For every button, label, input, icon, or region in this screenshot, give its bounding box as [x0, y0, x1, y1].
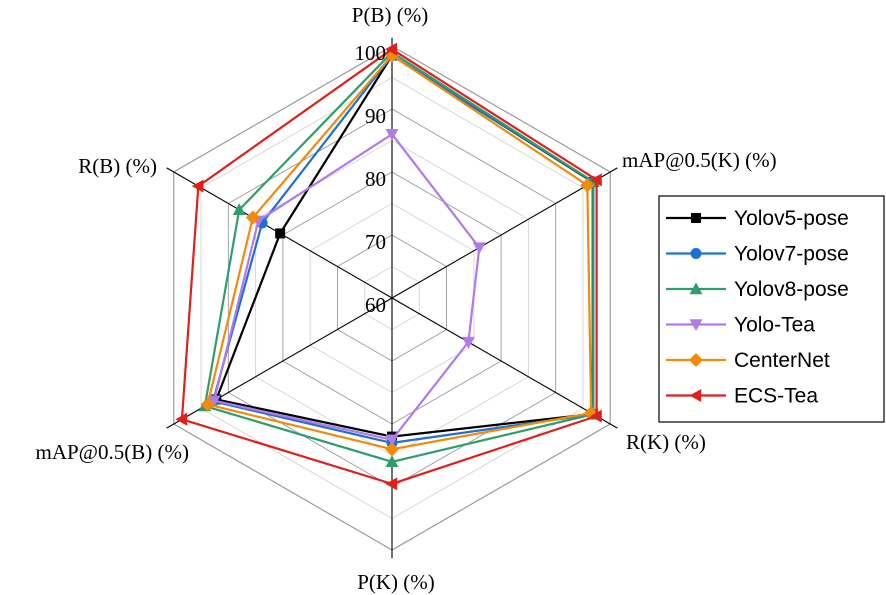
data-point — [385, 42, 398, 56]
series-centernet — [200, 48, 599, 457]
tick-label: 90 — [365, 104, 386, 128]
series-line — [212, 132, 481, 441]
data-point — [689, 389, 702, 402]
series-yolov7-pose — [207, 49, 599, 449]
legend-label: CenterNet — [734, 349, 830, 372]
legend-label: Yolov8-pose — [734, 278, 849, 301]
data-point — [461, 336, 475, 349]
axis-label: R(B) (%) — [78, 154, 157, 178]
series-line — [214, 53, 594, 438]
data-point — [245, 210, 260, 225]
data-point — [691, 213, 701, 223]
legend-label: Yolov5-pose — [734, 207, 849, 230]
axis-spoke — [391, 297, 618, 429]
data-point — [580, 178, 595, 193]
series-line — [206, 53, 593, 451]
tick-label: 80 — [365, 167, 386, 191]
data-point — [232, 203, 246, 215]
data-point — [689, 319, 703, 331]
legend-label: Yolo-Tea — [734, 314, 815, 337]
legend: Yolov5-pose Yolov7-pose Yolov8-pose Yolo-Te… — [658, 195, 885, 423]
legend-item: Yolo-Tea — [666, 314, 815, 337]
axis-spoke — [391, 167, 618, 299]
axis-label: mAP@0.5(K) (%) — [622, 148, 777, 172]
series-yolo-tea — [207, 129, 486, 447]
axis-labels: P(B) (%) mAP@0.5(K) (%) R(K) (%) P(K) (%) mA… — [36, 3, 777, 594]
radial-tick-labels: 60 70 80 90 100 — [355, 41, 387, 317]
legend-box — [658, 195, 885, 423]
legend-item: Yolov5-pose — [666, 207, 849, 230]
data-point — [590, 173, 602, 187]
legend-item: ECS-Tea — [666, 385, 818, 408]
data-point — [472, 242, 486, 255]
data-point — [385, 477, 398, 491]
legend-item: Yolov8-pose — [666, 278, 849, 301]
data-point — [385, 129, 399, 141]
tick-label: 70 — [365, 230, 386, 254]
axis-label: mAP@0.5(B) (%) — [36, 440, 190, 464]
data-point — [385, 455, 399, 467]
data-point — [175, 412, 188, 426]
legend-item: Yolov7-pose — [666, 243, 849, 266]
series-yolov8-pose — [198, 45, 600, 467]
data-point — [191, 179, 204, 193]
data-point — [385, 442, 399, 457]
data-point — [689, 282, 703, 295]
tick-label: 100 — [355, 41, 387, 65]
data-point — [689, 353, 703, 367]
data-point — [590, 409, 602, 423]
data-point — [200, 397, 215, 412]
data-point — [275, 228, 286, 239]
data-point — [690, 248, 702, 259]
series-line — [203, 50, 595, 463]
axis-label: P(K) (%) — [357, 570, 435, 594]
legend-label: ECS-Tea — [734, 385, 818, 408]
radar-series — [175, 42, 602, 491]
data-point — [207, 395, 221, 408]
series-ecs-tea — [175, 42, 602, 491]
axis-label: R(K) (%) — [626, 430, 706, 454]
axis-label: P(B) (%) — [352, 3, 428, 27]
data-point — [385, 434, 399, 447]
legend-item: CenterNet — [666, 349, 830, 372]
legend-label: Yolov7-pose — [734, 243, 849, 266]
tick-label: 60 — [365, 293, 386, 317]
